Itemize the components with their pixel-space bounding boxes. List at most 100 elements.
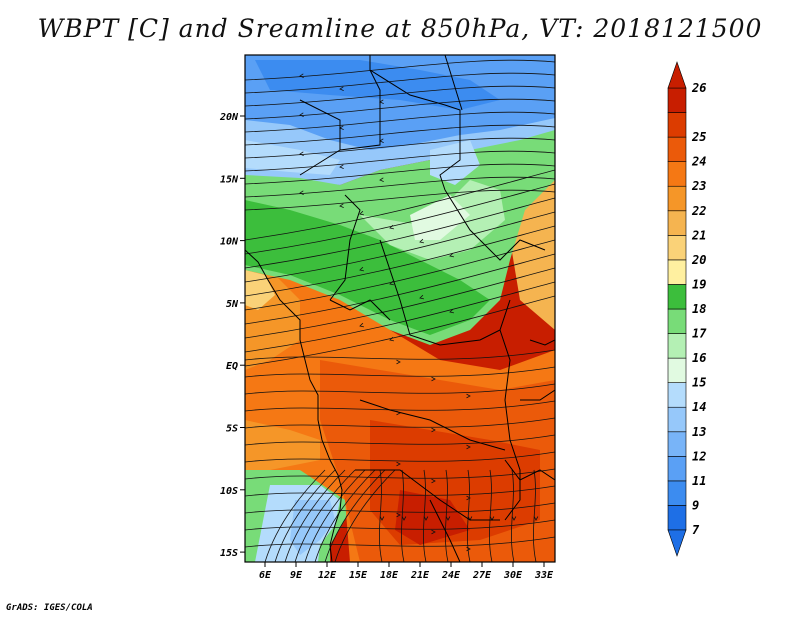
coastline-west (245, 249, 343, 562)
colorbar-swatch (667, 87, 687, 113)
colorbar-swatch (667, 308, 687, 334)
streamline (334, 469, 396, 562)
colorbar-swatch (667, 456, 687, 482)
colorbar-label: 21 (691, 228, 706, 242)
colorbar-label: 12 (692, 449, 706, 463)
lat-tick-label: 10S (220, 486, 238, 497)
colorbar-label: 7 (692, 523, 700, 537)
lon-tick-label: 9E (290, 570, 303, 581)
streamline-arrow (431, 427, 436, 433)
lon-tick-label: 12E (318, 570, 337, 581)
streamline (245, 400, 555, 412)
streamline (245, 163, 555, 185)
field-skyblue-center (430, 140, 480, 185)
border-7 (444, 189, 546, 261)
streamline (379, 469, 383, 562)
streamline-arrow (466, 495, 471, 501)
lat-tick-label: 20N (219, 112, 239, 123)
border-10 (355, 469, 500, 521)
lon-tick-label: 21E (410, 570, 430, 581)
streamline (304, 469, 366, 562)
colorbar-swatch (667, 210, 687, 236)
colorbar-label: 19 (692, 277, 706, 291)
colorbar-swatch (667, 505, 687, 531)
colorbar-label: 18 (692, 302, 706, 316)
streamlines (245, 59, 555, 562)
lon-tick-label: 27E (472, 570, 492, 581)
colorbar-label: 23 (691, 179, 706, 193)
map-frame (244, 54, 556, 563)
streamline (245, 150, 555, 172)
streamline-arrow (533, 516, 539, 521)
colorbar-label: 13 (692, 425, 706, 439)
colorbar-top-arrow (667, 61, 687, 89)
lat-tick-label: 15S (220, 548, 238, 559)
colorbar-label: 17 (692, 327, 707, 341)
streamline (245, 111, 555, 133)
colorbar-swatch (667, 357, 687, 383)
colorbar-label: 24 (691, 155, 706, 169)
streamline-arrow (359, 322, 364, 328)
streamline-arrow (431, 376, 436, 382)
streamline-arrow (511, 516, 517, 521)
streamline (245, 176, 555, 198)
streamline-arrow (359, 210, 364, 216)
lat-tick-label: EQ (226, 361, 238, 372)
lon-tick-label: 15E (349, 570, 368, 581)
streamline-arrow (379, 177, 384, 182)
streamline (511, 469, 515, 562)
borders (245, 55, 555, 562)
colorbar-label: 25 (691, 130, 706, 144)
colorbar-swatch (667, 431, 687, 457)
streamline (245, 98, 555, 120)
colorbar-label: 20 (691, 253, 706, 267)
streamline (245, 225, 555, 297)
streamline (245, 468, 555, 480)
field-blue-south (290, 500, 335, 555)
streamline (245, 239, 555, 311)
colorbar: 7 9 11 12 13 14 15 16 17 18 19 20 21 22 23 24 25 26 (667, 61, 707, 557)
streamline-arrow (396, 512, 401, 518)
colorbar-label: 9 (692, 498, 699, 512)
streamline (245, 85, 555, 107)
border-4 (299, 99, 341, 176)
streamline-arrow (299, 73, 304, 78)
streamline (245, 267, 555, 339)
colorbar-label: 14 (692, 400, 706, 414)
streamline-arrow (389, 336, 394, 342)
border-9 (359, 399, 506, 451)
streamline-arrow (299, 190, 304, 195)
map-title: WBPT [C] and Sreamline at 850hPa, VT: 20… (37, 14, 763, 43)
streamline (284, 469, 346, 562)
colorbar-swatch (667, 259, 687, 285)
streamline (245, 189, 555, 211)
streamline (533, 469, 537, 562)
border-2 (444, 55, 463, 111)
colorbar-label: 16 (692, 351, 706, 365)
streamline-arrow (445, 516, 451, 521)
streamline (294, 469, 356, 562)
streamline-arrow (466, 444, 471, 450)
border-11 (429, 499, 461, 562)
streamline (245, 451, 555, 463)
colorbar-swatch (667, 112, 687, 138)
streamline (314, 469, 376, 562)
colorbar-label: 22 (691, 204, 706, 218)
streamline (245, 366, 555, 378)
lat-tick-label: 5N (226, 299, 239, 310)
border-3 (339, 69, 381, 151)
streamline-arrow (359, 266, 364, 272)
streamline-arrow (423, 516, 429, 521)
streamline (423, 469, 427, 562)
border-14 (504, 459, 555, 481)
streamline-arrow (401, 516, 407, 521)
lon-tick-label: 33E (534, 570, 554, 581)
streamline-arrow (396, 359, 401, 365)
streamline-arrow (389, 224, 394, 230)
streamline-arrow (419, 238, 424, 244)
streamline (245, 137, 555, 159)
streamline (324, 469, 386, 562)
field-darkred (395, 490, 470, 545)
streamline (245, 519, 555, 531)
streamline-arrow (449, 308, 454, 314)
